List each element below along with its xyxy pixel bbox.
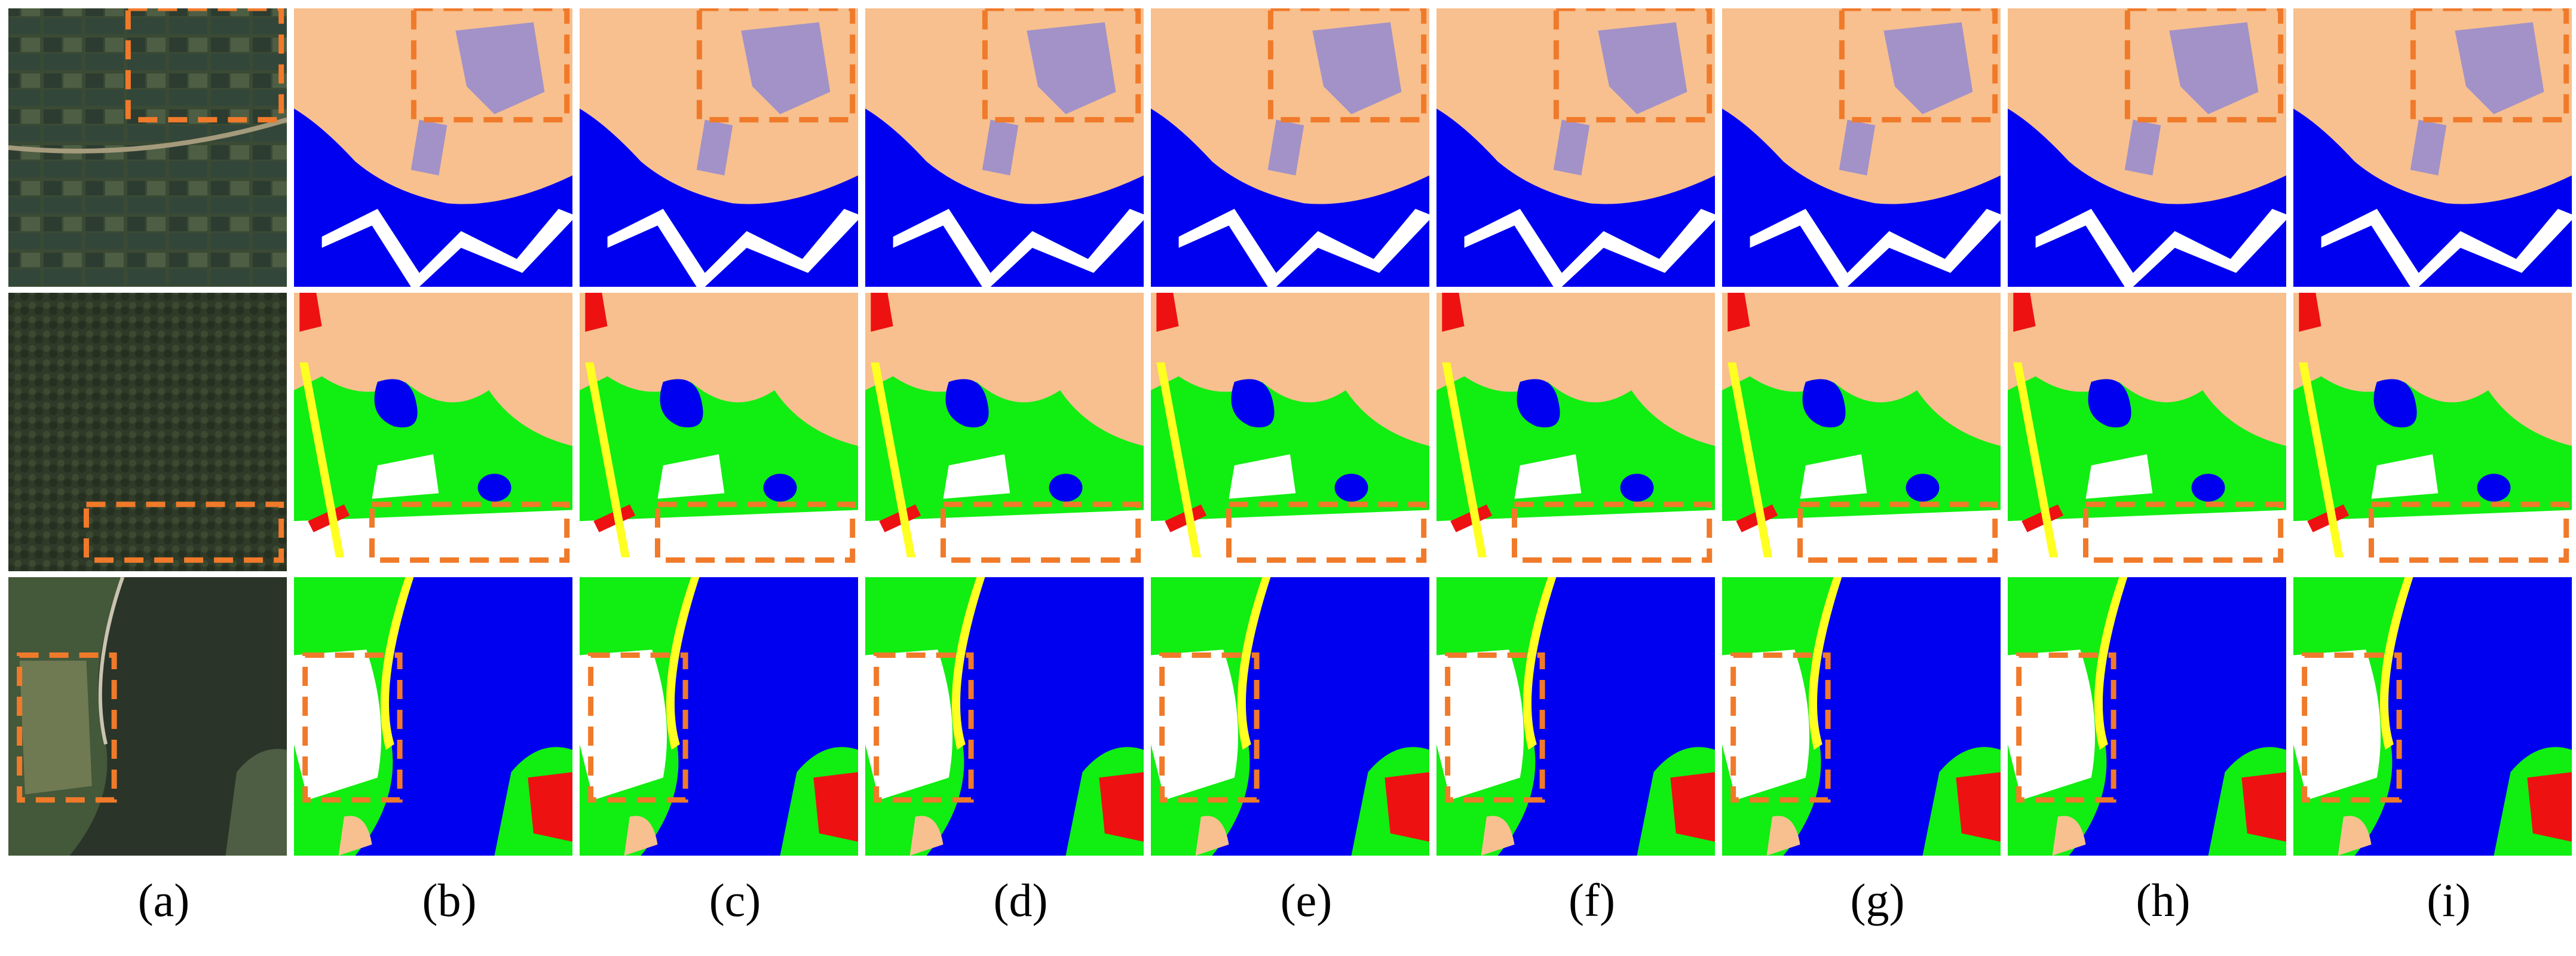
panel-a-row1 <box>8 8 287 287</box>
panel-e-row2 <box>1151 293 1429 571</box>
panel-b-row1 <box>294 8 572 287</box>
caption-d: (d) <box>993 874 1048 926</box>
panel-b-row2 <box>294 293 572 571</box>
panel-d-row2 <box>865 293 1144 571</box>
caption-c: (c) <box>709 874 761 926</box>
highlight-box <box>1797 501 1998 563</box>
highlight-box <box>302 652 403 803</box>
caption-h: (h) <box>2136 874 2191 926</box>
caption-a: (a) <box>137 874 190 926</box>
panel-i-row3 <box>2293 577 2572 856</box>
caption-b: (b) <box>422 874 477 926</box>
highlight-box <box>83 501 284 563</box>
highlight-box <box>125 8 284 122</box>
highlight-box <box>982 8 1141 122</box>
highlight-box <box>1730 652 1831 803</box>
panel-i-row1 <box>2293 8 2572 287</box>
highlight-box <box>2124 8 2284 122</box>
highlight-box <box>1511 501 1713 563</box>
highlight-box <box>17 652 117 803</box>
panel-g-row3 <box>1722 577 2001 856</box>
panel-g-row2 <box>1722 293 2001 571</box>
highlight-box <box>874 652 974 803</box>
panel-e-row3 <box>1151 577 1429 856</box>
highlight-box <box>654 501 856 563</box>
highlight-box <box>1553 8 1713 122</box>
highlight-box <box>2368 501 2569 563</box>
caption-g: (g) <box>1850 874 1905 926</box>
panel-g-row1 <box>1722 8 2001 287</box>
highlight-box <box>696 8 856 122</box>
panel-f-row2 <box>1436 293 1715 571</box>
panel-h-row3 <box>2008 577 2286 856</box>
panel-i-row2 <box>2293 293 2572 571</box>
highlight-box <box>940 501 1141 563</box>
panel-d-row3 <box>865 577 1144 856</box>
panel-h-row1 <box>2008 8 2286 287</box>
highlight-box <box>1839 8 1998 122</box>
caption-i: (i) <box>2427 874 2471 926</box>
caption-e: (e) <box>1280 874 1333 926</box>
highlight-box <box>1445 652 1545 803</box>
highlight-box <box>411 8 570 122</box>
panel-c-row1 <box>580 8 858 287</box>
highlight-box <box>2016 652 2116 803</box>
highlight-box <box>1226 501 1427 563</box>
panel-b-row3 <box>294 577 572 856</box>
highlight-box <box>2082 501 2284 563</box>
highlight-box <box>1159 652 1260 803</box>
panel-a-row3 <box>8 577 287 856</box>
panel-a-row2 <box>8 293 287 571</box>
highlight-box <box>1267 8 1427 122</box>
panel-c-row3 <box>580 577 858 856</box>
highlight-box <box>588 652 688 803</box>
caption-f: (f) <box>1569 874 1615 926</box>
highlight-box <box>2302 652 2402 803</box>
panel-e-row1 <box>1151 8 1429 287</box>
panel-c-row2 <box>580 293 858 571</box>
panel-f-row3 <box>1436 577 1715 856</box>
panel-h-row2 <box>2008 293 2286 571</box>
highlight-box <box>2410 8 2569 122</box>
panel-f-row1 <box>1436 8 1715 287</box>
highlight-box <box>369 501 570 563</box>
panel-d-row1 <box>865 8 1144 287</box>
